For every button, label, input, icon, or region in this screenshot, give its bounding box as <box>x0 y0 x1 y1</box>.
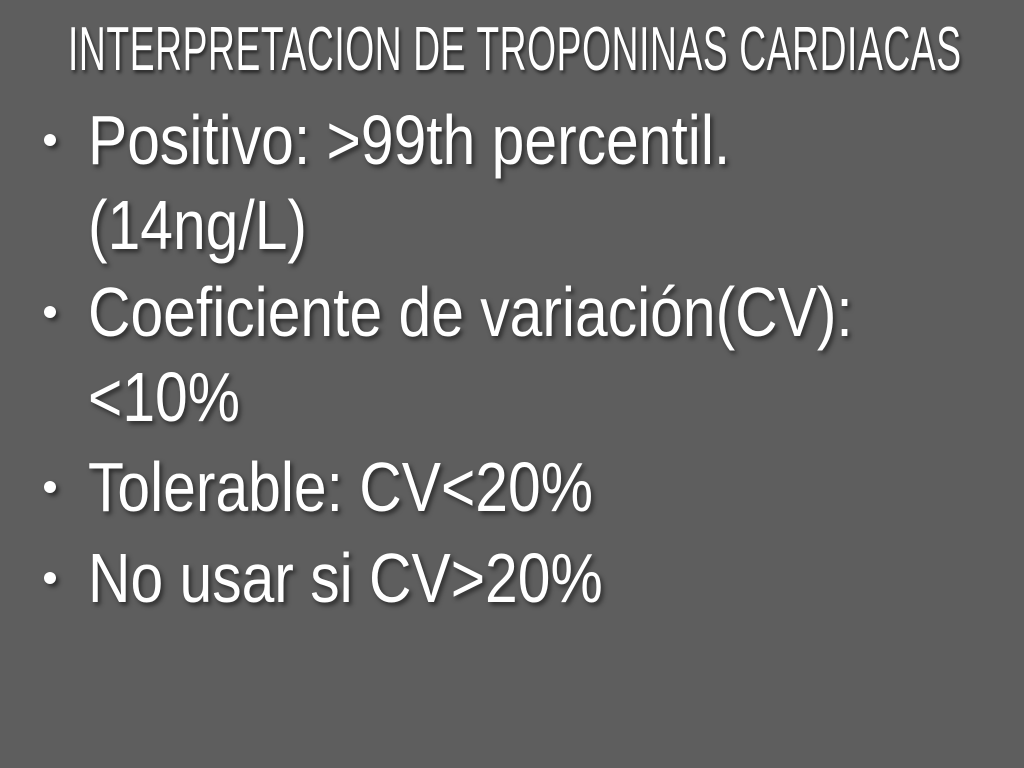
bullet-dot-icon <box>44 481 56 493</box>
bullet-dot-icon <box>44 134 56 146</box>
bullet-text: No usar si CV>20% <box>88 539 603 617</box>
slide-title: INTERPRETACION DE TROPONINAS CARDIACAS <box>68 15 962 84</box>
bullet-text: Positivo: >99th percentil. <box>88 101 731 179</box>
bullet-text: <10% <box>88 358 241 436</box>
bullet-text: (14ng/L) <box>88 186 308 264</box>
bullet-text: Tolerable: CV<20% <box>88 448 593 526</box>
bullet-text: Coeficiente de variación(CV): <box>88 273 853 351</box>
bullet-dot-icon <box>44 572 56 584</box>
bullet-dot-icon <box>44 306 56 318</box>
